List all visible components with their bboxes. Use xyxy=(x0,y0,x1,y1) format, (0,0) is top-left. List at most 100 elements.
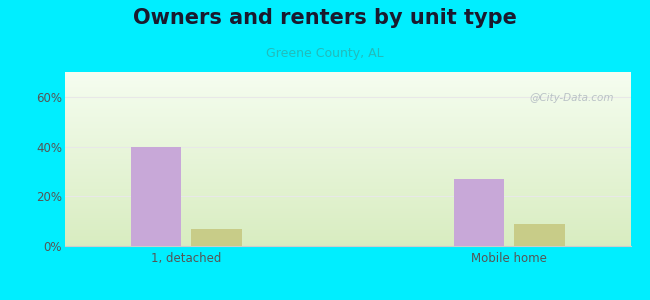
Bar xyxy=(65,235,630,236)
Bar xyxy=(65,104,630,105)
Bar xyxy=(65,230,630,231)
Bar xyxy=(65,241,630,242)
Bar xyxy=(65,173,630,174)
Bar xyxy=(65,103,630,104)
Bar xyxy=(65,93,630,94)
Bar xyxy=(65,94,630,95)
Bar xyxy=(65,133,630,134)
Bar xyxy=(65,117,630,118)
Bar xyxy=(65,145,630,146)
Bar xyxy=(65,73,630,74)
Bar xyxy=(65,153,630,154)
Bar xyxy=(65,143,630,144)
Bar xyxy=(65,175,630,176)
Bar xyxy=(65,92,630,93)
Bar xyxy=(65,212,630,213)
Bar xyxy=(65,193,630,194)
Bar xyxy=(65,159,630,160)
Bar xyxy=(65,89,630,90)
Bar xyxy=(65,144,630,145)
Bar xyxy=(65,186,630,187)
Bar xyxy=(65,178,630,179)
Bar xyxy=(65,211,630,212)
Bar xyxy=(65,118,630,119)
Bar xyxy=(65,199,630,200)
Bar xyxy=(65,169,630,170)
Bar xyxy=(65,98,630,99)
Bar xyxy=(65,80,630,81)
Bar xyxy=(65,155,630,156)
Bar xyxy=(65,198,630,199)
Bar xyxy=(65,209,630,210)
Bar xyxy=(65,240,630,241)
Bar xyxy=(65,236,630,237)
Bar xyxy=(65,113,630,114)
Bar xyxy=(65,141,630,142)
Bar xyxy=(65,132,630,133)
Bar xyxy=(65,225,630,226)
Bar xyxy=(65,72,630,73)
Bar xyxy=(65,238,630,239)
Bar xyxy=(65,184,630,185)
Bar xyxy=(65,152,630,153)
Bar xyxy=(65,239,630,240)
Bar xyxy=(65,121,630,122)
Bar xyxy=(65,85,630,86)
Bar xyxy=(65,129,630,130)
Bar xyxy=(65,190,630,191)
Bar xyxy=(65,131,630,132)
Bar xyxy=(65,206,630,207)
Bar xyxy=(65,120,630,121)
Bar xyxy=(65,221,630,222)
Bar xyxy=(65,220,630,221)
Bar xyxy=(65,222,630,223)
Bar xyxy=(65,233,630,234)
Bar xyxy=(65,242,630,243)
Bar xyxy=(65,208,630,209)
Bar xyxy=(65,77,630,78)
Bar xyxy=(65,216,630,217)
Bar xyxy=(65,154,630,155)
Bar xyxy=(65,189,630,190)
Bar xyxy=(65,164,630,165)
Bar xyxy=(65,139,630,140)
Bar xyxy=(65,176,630,177)
Bar xyxy=(65,166,630,167)
Bar xyxy=(65,86,630,87)
Bar xyxy=(65,91,630,92)
Bar xyxy=(65,123,630,124)
Bar xyxy=(65,203,630,204)
Bar xyxy=(65,96,630,97)
Bar xyxy=(65,156,630,157)
Bar xyxy=(65,245,630,246)
Bar xyxy=(65,105,630,106)
Bar xyxy=(65,122,630,123)
Bar xyxy=(65,76,630,77)
Bar xyxy=(65,223,630,224)
Bar xyxy=(65,151,630,152)
Bar xyxy=(65,219,630,220)
Bar xyxy=(65,191,630,192)
Bar xyxy=(65,167,630,168)
Bar xyxy=(65,210,630,211)
Bar xyxy=(65,192,630,193)
Bar xyxy=(65,201,630,202)
Bar xyxy=(65,188,630,189)
Bar xyxy=(65,158,630,159)
Bar xyxy=(65,82,630,83)
Bar xyxy=(65,177,630,178)
Bar xyxy=(65,74,630,75)
Bar xyxy=(65,116,630,117)
Bar xyxy=(65,179,630,180)
Bar xyxy=(65,181,630,182)
Bar xyxy=(65,106,630,107)
Bar xyxy=(65,202,630,203)
Bar xyxy=(65,226,630,227)
Bar xyxy=(65,90,630,91)
Bar xyxy=(65,99,630,100)
Bar xyxy=(65,224,630,225)
Bar xyxy=(65,217,630,218)
Bar xyxy=(65,134,630,135)
Bar xyxy=(65,207,630,208)
Bar xyxy=(65,127,630,128)
